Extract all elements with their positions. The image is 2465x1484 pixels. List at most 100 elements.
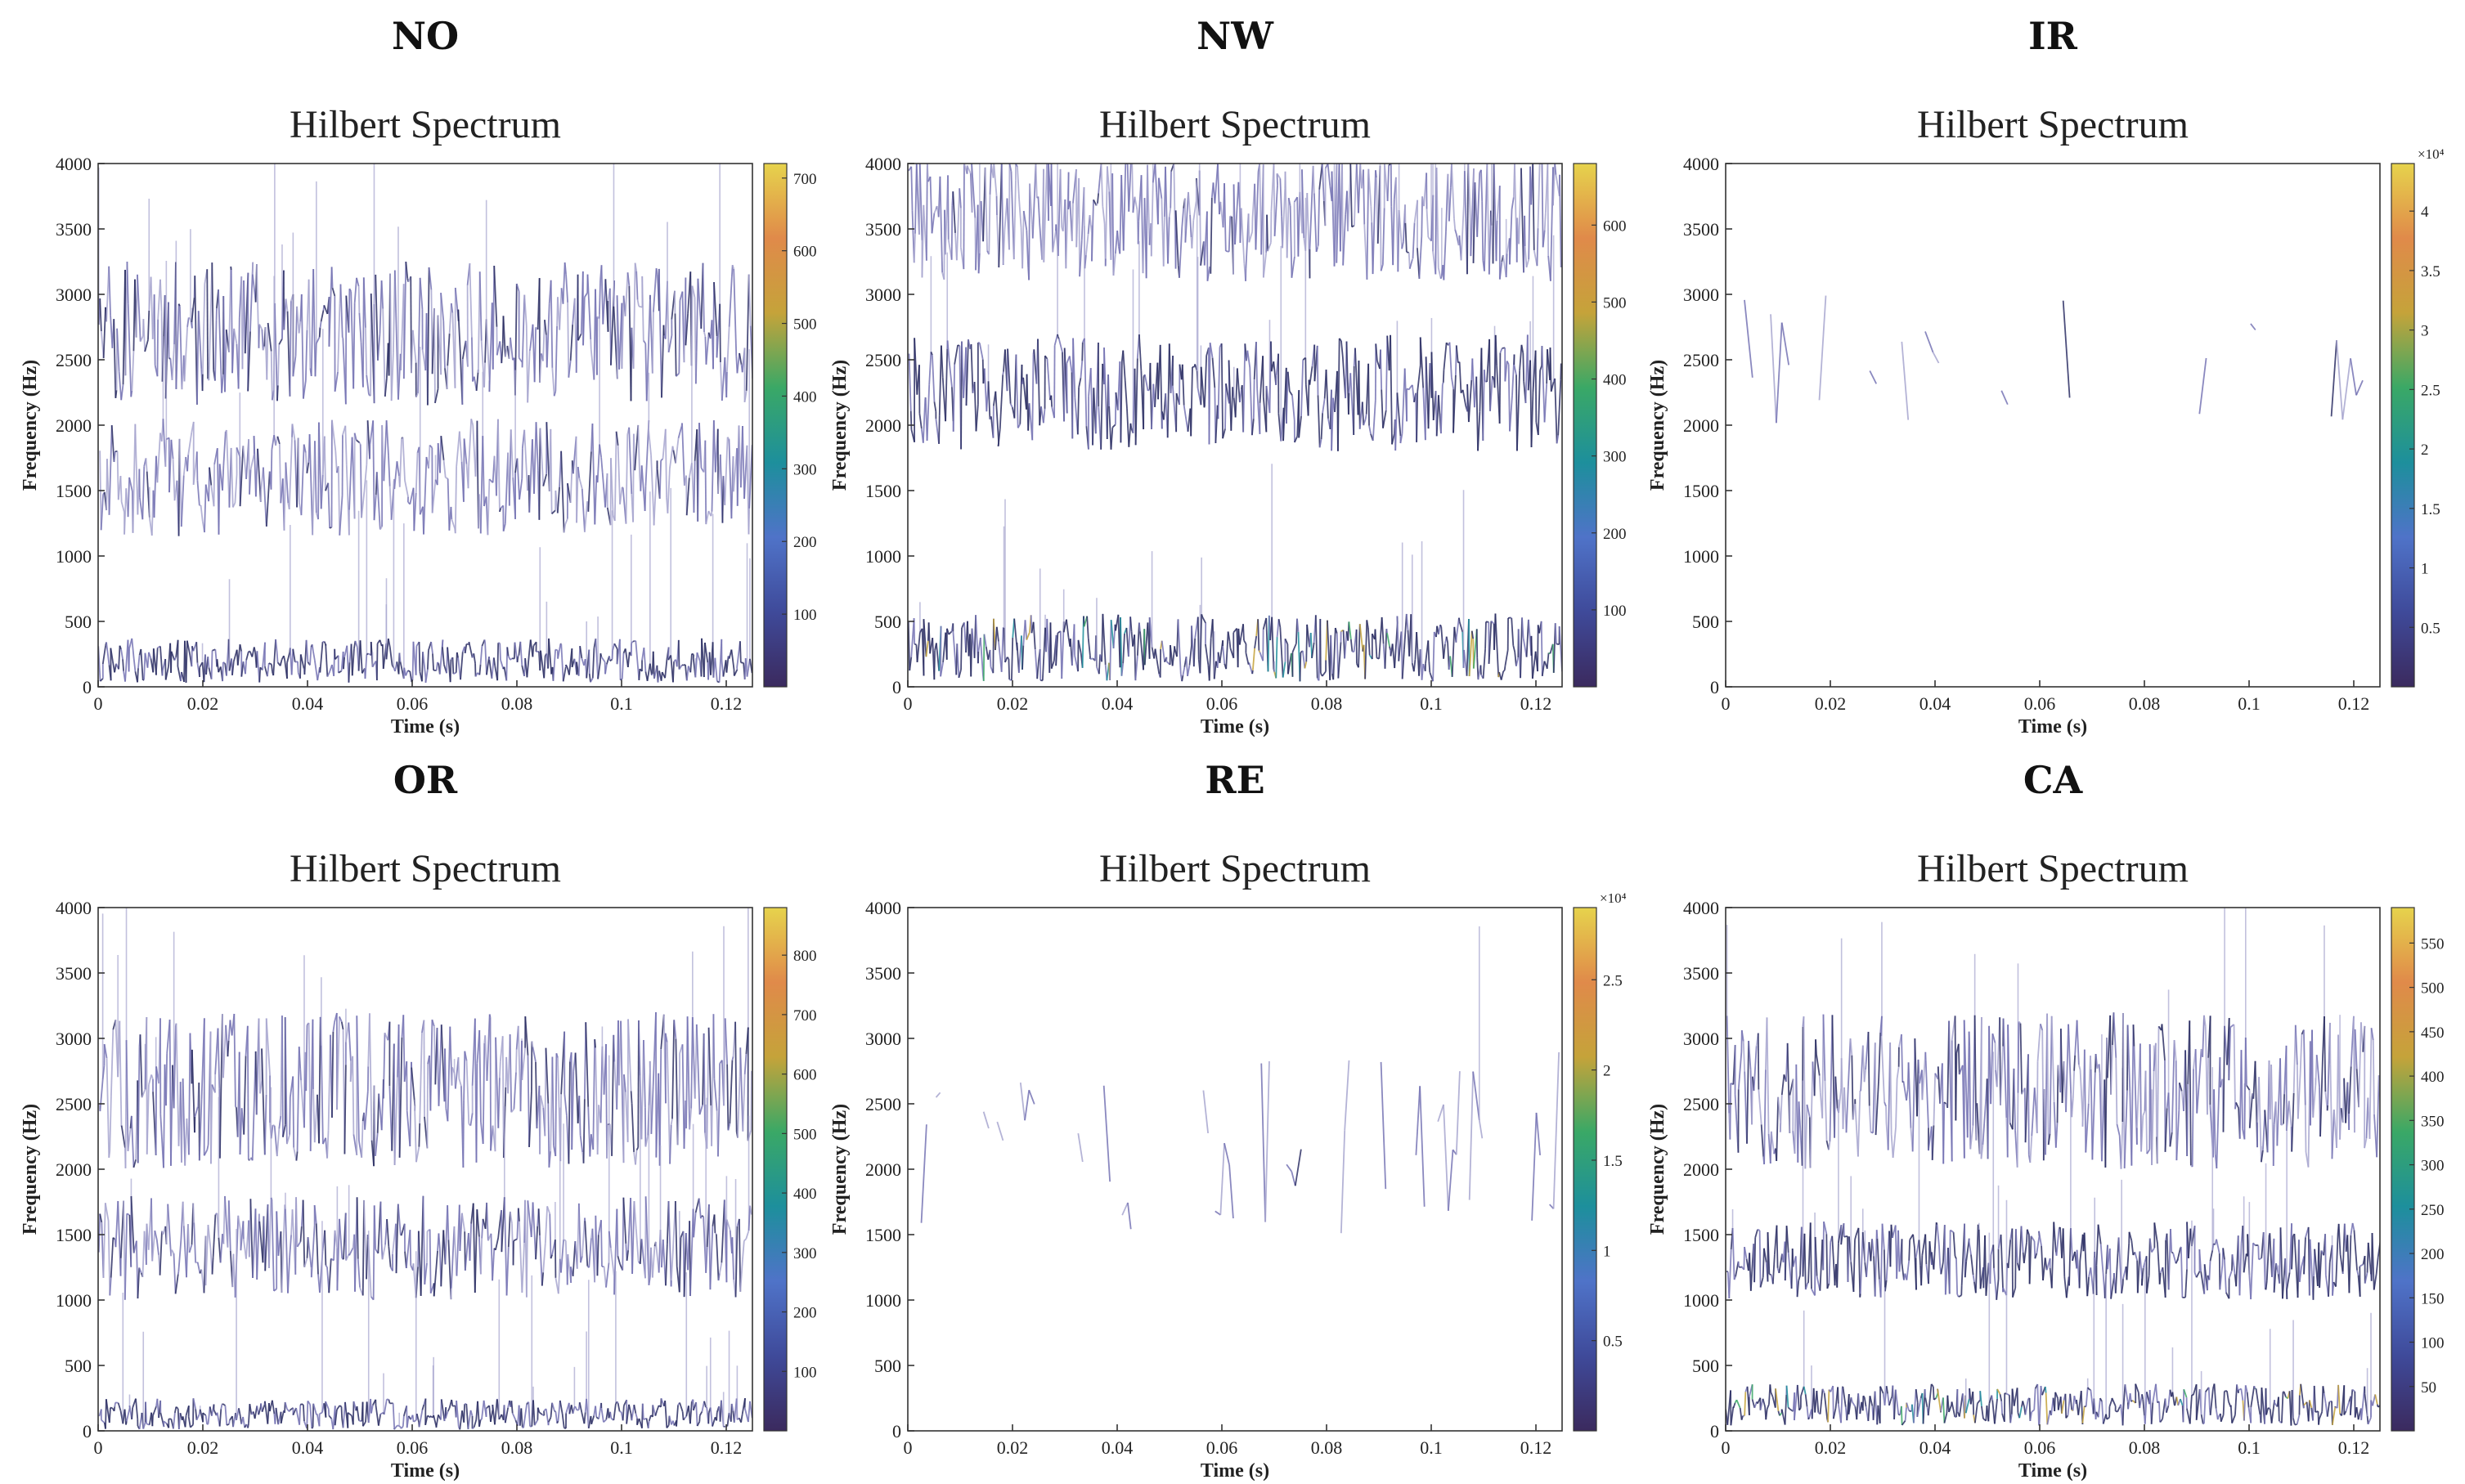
x-tick-label: 0.08 bbox=[2129, 1437, 2161, 1458]
y-tick-label: 2500 bbox=[1683, 350, 1719, 370]
y-tick-label: 4000 bbox=[56, 154, 92, 174]
colorbar-tick-label: 4 bbox=[2421, 204, 2429, 221]
hilbert-spectrum-chart: RE Hilbert Spectrum 0 500 1000 1500 2000 2500 30… bbox=[829, 758, 1627, 1482]
x-tick-label: 0.1 bbox=[1420, 693, 1443, 714]
x-tick-label: 0.02 bbox=[187, 693, 219, 714]
y-axis-label: Frequency (Hz) bbox=[1647, 360, 1668, 491]
spectrum-traces bbox=[1726, 908, 2380, 1426]
y-axis-label: Frequency (Hz) bbox=[1647, 1104, 1668, 1235]
y-tick-label: 2500 bbox=[56, 1094, 92, 1114]
panel-title: IR bbox=[2028, 14, 2078, 58]
panel-no: NO Hilbert Spectrum 0 500 1000 1500 2000 2500 30… bbox=[8, 0, 826, 738]
x-tick-label: 0.06 bbox=[2024, 693, 2056, 714]
y-tick-label: 0 bbox=[1710, 1421, 1719, 1441]
y-tick-label: 4000 bbox=[1683, 154, 1719, 174]
x-tick-label: 0.08 bbox=[501, 693, 533, 714]
panel-subtitle: Hilbert Spectrum bbox=[290, 103, 561, 146]
y-tick-label: 1000 bbox=[865, 546, 901, 567]
colorbar-tick-label: 150 bbox=[2421, 1290, 2445, 1307]
x-tick-label: 0 bbox=[1722, 1437, 1731, 1458]
colorbar-tick-label: 3 bbox=[2421, 323, 2429, 340]
colorbar-tick-label: 1.5 bbox=[2421, 501, 2440, 518]
y-tick-label: 1000 bbox=[56, 1290, 92, 1311]
y-axis-label: Frequency (Hz) bbox=[20, 1104, 41, 1235]
x-tick-label: 0.06 bbox=[397, 693, 429, 714]
colorbar bbox=[1573, 907, 1597, 1432]
colorbar bbox=[1573, 163, 1597, 688]
colorbar-tick-label: 500 bbox=[1603, 294, 1627, 312]
x-axis-label: Time (s) bbox=[1201, 716, 1269, 738]
colorbar-tick-label: 700 bbox=[793, 1007, 817, 1024]
spectrum-traces bbox=[908, 164, 1562, 682]
panel-subtitle: Hilbert Spectrum bbox=[1099, 103, 1371, 146]
plot-frame bbox=[1725, 907, 2381, 1432]
colorbar-tick-label: 1.5 bbox=[1603, 1153, 1623, 1170]
x-tick-label: 0.1 bbox=[2238, 693, 2261, 714]
panel-subtitle: Hilbert Spectrum bbox=[1099, 847, 1371, 890]
colorbar-tick-label: 600 bbox=[1603, 217, 1627, 235]
panel-re: RE Hilbert Spectrum 0 500 1000 1500 2000 2500 30… bbox=[818, 744, 1636, 1482]
y-tick-label: 0 bbox=[1710, 677, 1719, 697]
x-tick-label: 0.12 bbox=[1520, 693, 1552, 714]
x-tick-label: 0.06 bbox=[2024, 1437, 2056, 1458]
y-tick-label: 1000 bbox=[56, 546, 92, 567]
y-tick-label: 3000 bbox=[865, 1029, 901, 1049]
y-tick-label: 2000 bbox=[56, 415, 92, 436]
colorbar-tick-label: 500 bbox=[793, 1126, 817, 1143]
colorbar-tick-label: 100 bbox=[793, 607, 817, 624]
x-tick-label: 0.06 bbox=[1206, 693, 1238, 714]
colorbar-tick-label: 2.5 bbox=[2421, 382, 2440, 399]
colorbar-tick-label: 2.5 bbox=[1603, 972, 1623, 989]
panel-title: OR bbox=[393, 758, 458, 802]
panel-subtitle: Hilbert Spectrum bbox=[290, 847, 561, 890]
y-tick-label: 3000 bbox=[865, 285, 901, 305]
x-tick-label: 0.12 bbox=[1520, 1437, 1552, 1458]
y-tick-label: 1500 bbox=[56, 481, 92, 501]
colorbar-tick-label: 200 bbox=[793, 534, 817, 551]
colorbar-tick-label: 400 bbox=[793, 1186, 817, 1203]
panel-title: NO bbox=[392, 14, 459, 58]
colorbar bbox=[2391, 907, 2415, 1432]
x-tick-label: 0.04 bbox=[1102, 693, 1134, 714]
colorbar-tick-label: 400 bbox=[1603, 372, 1627, 389]
y-tick-label: 500 bbox=[65, 1356, 92, 1376]
y-tick-label: 2500 bbox=[56, 350, 92, 370]
spectrum-traces bbox=[920, 926, 1560, 1234]
colorbar-multiplier: ×10⁴ bbox=[2418, 146, 2445, 162]
y-tick-label: 0 bbox=[83, 677, 92, 697]
y-tick-label: 500 bbox=[1692, 1356, 1719, 1376]
x-tick-label: 0.08 bbox=[2129, 693, 2161, 714]
panel-title: CA bbox=[2023, 758, 2084, 802]
colorbar-tick-label: 550 bbox=[2421, 935, 2445, 953]
y-axis-label: Frequency (Hz) bbox=[829, 1104, 851, 1235]
x-tick-label: 0.12 bbox=[711, 693, 743, 714]
y-tick-label: 2500 bbox=[865, 350, 901, 370]
x-tick-label: 0.12 bbox=[2338, 1437, 2370, 1458]
colorbar-tick-label: 400 bbox=[793, 388, 817, 406]
y-tick-label: 3500 bbox=[56, 963, 92, 984]
y-tick-label: 1500 bbox=[1683, 1225, 1719, 1245]
colorbar-tick-label: 300 bbox=[2421, 1158, 2445, 1175]
colorbar-tick-label: 250 bbox=[2421, 1202, 2445, 1219]
panel-title: RE bbox=[1205, 758, 1264, 802]
colorbar-tick-label: 1 bbox=[1603, 1243, 1611, 1260]
colorbar-tick-label: 200 bbox=[793, 1305, 817, 1322]
x-tick-label: 0.02 bbox=[187, 1437, 219, 1458]
x-tick-label: 0 bbox=[94, 693, 103, 714]
y-axis-label: Frequency (Hz) bbox=[829, 360, 851, 491]
x-tick-label: 0.06 bbox=[1206, 1437, 1238, 1458]
colorbar-tick-label: 200 bbox=[2421, 1246, 2445, 1263]
y-tick-label: 4000 bbox=[56, 898, 92, 918]
spectrum-traces bbox=[98, 908, 752, 1430]
plot-frame bbox=[97, 163, 753, 688]
y-tick-label: 3500 bbox=[56, 219, 92, 240]
x-tick-label: 0.02 bbox=[1815, 1437, 1847, 1458]
x-tick-label: 0.04 bbox=[292, 1437, 324, 1458]
x-tick-label: 0.02 bbox=[1815, 693, 1847, 714]
y-tick-label: 3500 bbox=[1683, 219, 1719, 240]
colorbar-tick-label: 600 bbox=[793, 244, 817, 261]
spectrum-traces bbox=[98, 164, 752, 684]
y-tick-label: 4000 bbox=[1683, 898, 1719, 918]
x-tick-label: 0.1 bbox=[610, 693, 633, 714]
